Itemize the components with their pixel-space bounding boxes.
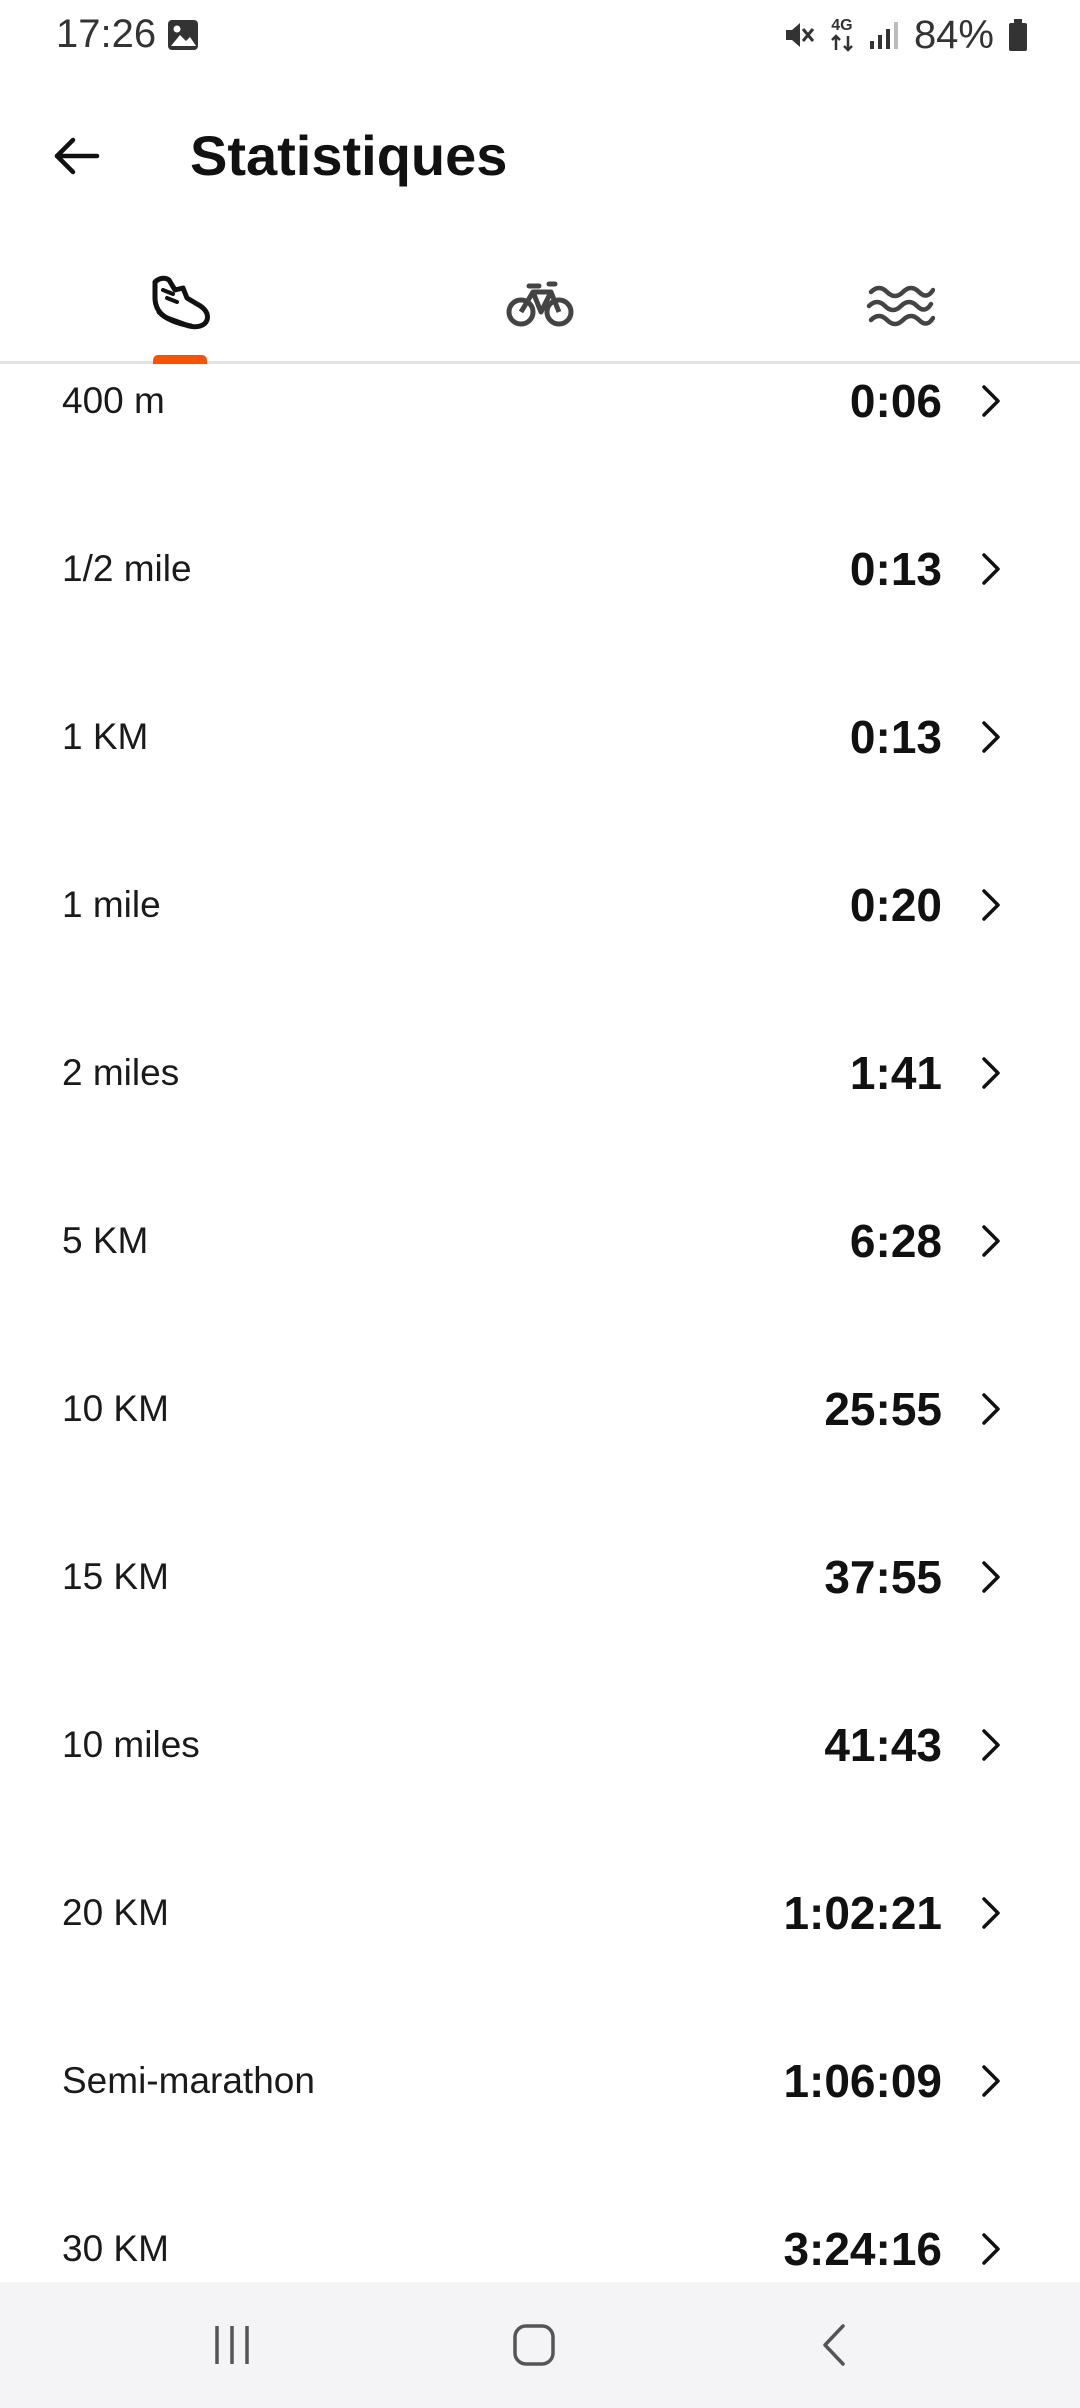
status-time: 17:26 [56,12,157,56]
effort-time: 1:41 [849,1047,942,1099]
network-type-icon: 4G [830,18,854,52]
list-item[interactable]: 15 KM 37:55 [0,1542,1080,1710]
system-back-button[interactable] [796,2310,876,2380]
effort-distance: 20 KM [62,1892,169,1933]
running-shoe-icon [152,275,210,330]
list-item[interactable]: 10 KM 25:55 [0,1374,1080,1542]
effort-time: 0:13 [849,711,942,763]
chevron-right-icon [982,889,1000,921]
chevron-right-icon [982,2233,1000,2265]
chevron-right-icon [982,385,1000,417]
page-title: Statistiques [190,124,508,187]
bicycle-icon [506,281,574,327]
waves-icon [866,285,935,327]
recent-apps-icon [215,2326,249,2364]
chevron-right-icon [982,553,1000,585]
effort-distance: 1 mile [62,884,161,925]
effort-time: 1:06:09 [783,2055,942,2107]
chevron-right-icon [982,1561,1000,1593]
effort-distance: 5 KM [62,1220,149,1261]
tab-swim[interactable] [720,250,1080,361]
effort-distance: 30 KM [62,2228,169,2269]
effort-time: 6:28 [849,1215,942,1267]
list-item[interactable]: Semi-marathon 1:06:09 [0,2046,1080,2214]
effort-time: 0:06 [849,375,942,427]
chevron-right-icon [982,721,1000,753]
chevron-right-icon [982,1729,1000,1761]
list-item[interactable]: 1 KM 0:13 [0,702,1080,870]
effort-distance: 1 KM [62,716,149,757]
effort-time: 0:13 [849,543,942,595]
status-bar: 17:26 4G [0,0,1080,70]
back-button[interactable] [44,124,108,188]
chevron-left-icon [823,2324,845,2366]
list-item[interactable]: 1/2 mile 0:13 [0,534,1080,702]
effort-distance: 10 miles [62,1724,200,1765]
list-item[interactable]: 10 miles 41:43 [0,1710,1080,1878]
list-item[interactable]: 400 m 0:06 [0,366,1080,534]
signal-icon [868,19,900,51]
chevron-right-icon [982,2065,1000,2097]
effort-time: 41:43 [824,1719,942,1771]
effort-distance: Semi-marathon [62,2060,315,2101]
best-efforts-list: 400 m 0:06 1/2 mile 0:13 1 KM 0:13 1 mil… [0,366,1080,2282]
list-item[interactable]: 1 mile 0:20 [0,870,1080,1038]
chevron-right-icon [982,1897,1000,1929]
effort-distance: 400 m [62,380,165,421]
tab-run[interactable] [0,250,360,364]
chevron-right-icon [982,1057,1000,1089]
network-type-label: 4G [831,17,853,34]
home-button[interactable] [494,2310,574,2380]
app-header: Statistiques [0,110,1080,210]
effort-time: 25:55 [824,1383,942,1435]
battery-icon [1008,18,1028,52]
effort-time: 3:24:16 [783,2223,942,2275]
effort-time: 37:55 [824,1551,942,1603]
sport-tabs [0,250,1080,364]
system-nav-bar [0,2282,1080,2408]
effort-distance: 1/2 mile [62,548,192,589]
effort-distance: 15 KM [62,1556,169,1597]
arrow-left-icon [54,137,100,175]
effort-time: 0:20 [849,879,942,931]
chevron-right-icon [982,1225,1000,1257]
home-icon [513,2324,555,2366]
effort-time: 1:02:21 [783,1887,942,1939]
list-item[interactable]: 30 KM 3:24:16 [0,2214,1080,2282]
effort-distance: 2 miles [62,1052,180,1093]
status-icons: 4G 84% [782,10,1028,60]
list-item[interactable]: 5 KM 6:28 [0,1206,1080,1374]
mute-icon [782,18,816,52]
effort-distance: 10 KM [62,1388,169,1429]
list-item[interactable]: 2 miles 1:41 [0,1038,1080,1206]
chevron-right-icon [982,1393,1000,1425]
active-tab-indicator [153,355,207,364]
tab-ride[interactable] [360,250,720,361]
gallery-notification-icon [166,18,200,52]
battery-percent: 84% [913,12,994,57]
list-item[interactable]: 20 KM 1:02:21 [0,1878,1080,2046]
recent-apps-button[interactable] [192,2310,272,2380]
